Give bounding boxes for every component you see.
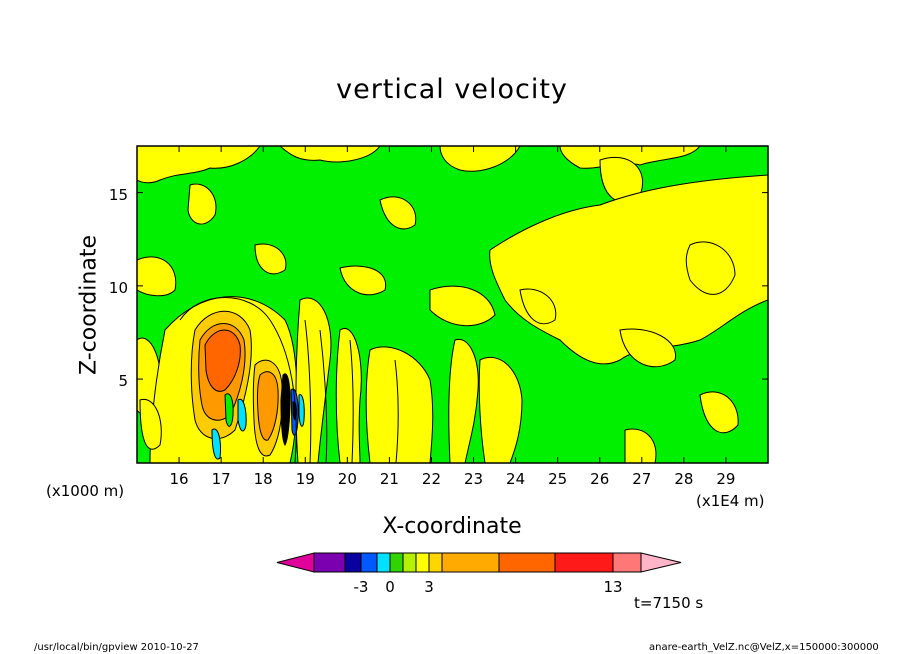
field-region	[685, 241, 736, 295]
field-region	[478, 357, 523, 463]
y-tick-label: 10	[108, 278, 128, 297]
colorbar-swatch	[415, 552, 430, 573]
footer-right-text: anare-earth_VelZ.nc@VelZ,x=150000:300000	[649, 642, 879, 653]
plot-frame	[136, 145, 769, 464]
colorbar-swatch	[428, 552, 443, 573]
colorbar-swatch	[640, 552, 682, 573]
x-tick-label: 23	[463, 470, 484, 488]
heatmap-field	[137, 146, 768, 463]
y-tick-marks	[137, 192, 768, 380]
colorbar-swatch	[276, 552, 315, 573]
x-tick-label: 27	[632, 470, 652, 488]
field-region	[237, 398, 247, 432]
chart-title: vertical velocity	[336, 74, 568, 105]
field-region	[137, 146, 261, 184]
x-unit-left-label: (x1000 m)	[46, 482, 125, 500]
x-unit-right-label: (x1E4 m)	[696, 492, 765, 510]
colorbar-swatch	[554, 552, 614, 573]
contour-line	[179, 297, 297, 463]
footer-left-text: /usr/local/bin/gpview 2010-10-27	[34, 642, 199, 653]
field-region	[204, 329, 241, 392]
field-region	[187, 183, 217, 225]
x-tick-label: 18	[253, 470, 273, 488]
x-tick-label: 19	[295, 470, 315, 488]
contour-line	[319, 329, 328, 463]
colorbar-swatch	[498, 552, 556, 573]
colorbar-swatch	[344, 552, 362, 573]
x-tick-label: 16	[169, 470, 189, 488]
field-region	[365, 346, 434, 463]
x-tick-label: 25	[548, 470, 568, 488]
x-tick-label: 24	[506, 470, 526, 488]
colorbar-swatch	[360, 552, 378, 573]
y-tick-label: 5	[118, 372, 128, 391]
colorbar-label: -3	[353, 578, 369, 596]
field-region	[379, 196, 417, 230]
x-tick-label: 28	[674, 470, 694, 488]
field-region	[224, 393, 234, 427]
contour-line	[394, 359, 399, 463]
time-label: t=7150 s	[634, 594, 704, 612]
x-tick-label: 26	[590, 470, 610, 488]
field-region	[137, 256, 177, 297]
field-region	[439, 146, 521, 172]
field-region	[335, 327, 362, 463]
field-region	[280, 373, 291, 446]
contour-line	[304, 319, 312, 463]
field-region	[429, 285, 496, 327]
field-region	[254, 243, 287, 275]
contour-line	[349, 339, 354, 463]
field-region	[298, 394, 305, 427]
field-region	[519, 288, 557, 325]
field-region	[339, 265, 387, 296]
colorbar-swatch	[441, 552, 500, 573]
colorbar-label: 3	[424, 578, 434, 596]
colorbar-swatch	[612, 552, 642, 573]
field-region	[489, 174, 768, 365]
field-region	[699, 391, 739, 434]
field-region	[448, 338, 479, 463]
field-region	[256, 371, 279, 441]
x-tick-label: 20	[337, 470, 357, 488]
x-tick-label: 21	[379, 470, 399, 488]
colorbar-label: 13	[603, 578, 623, 596]
field-region	[619, 328, 676, 368]
field-region	[295, 297, 332, 463]
x-tick-marks	[178, 146, 727, 463]
colorbar	[276, 552, 682, 573]
colorbar-label: 0	[385, 578, 395, 596]
x-tick-label: 17	[211, 470, 231, 488]
x-tick-label: 29	[716, 470, 736, 488]
colorbar-swatch	[402, 552, 417, 573]
y-tick-label: 15	[108, 185, 128, 204]
colorbar-swatch	[376, 552, 391, 573]
x-tick-label: 22	[421, 470, 441, 488]
colorbar-swatch	[313, 552, 346, 573]
colorbar-swatch	[389, 552, 404, 573]
field-region	[139, 398, 162, 450]
field-region	[211, 428, 221, 460]
x-axis-label: X-coordinate	[382, 514, 522, 539]
